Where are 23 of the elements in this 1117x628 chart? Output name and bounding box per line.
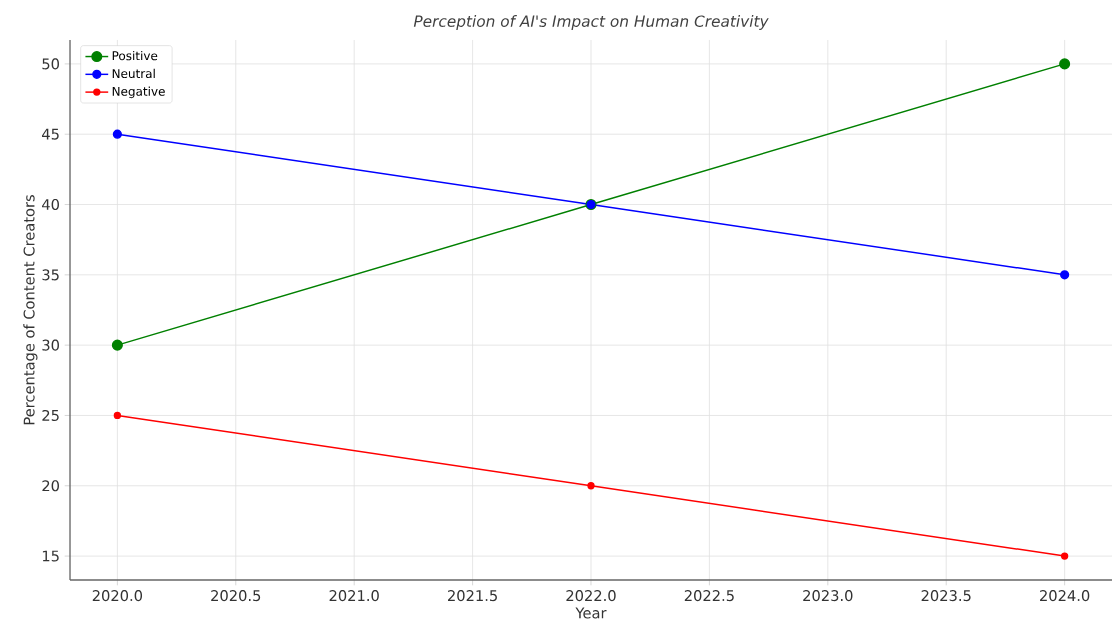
y-tick-label: 50	[42, 58, 59, 70]
y-tick-label: 35	[42, 269, 59, 281]
y-tick-label: 45	[42, 128, 59, 140]
x-tick-label: 2021.0	[329, 590, 379, 602]
legend-label: Neutral	[112, 68, 155, 79]
x-tick-label: 2024.0	[1040, 590, 1090, 602]
x-tick-label: 2022.5	[684, 590, 734, 602]
y-tick-label: 40	[42, 198, 59, 211]
x-axis-title: Year	[575, 607, 607, 619]
y-tick-label: 25	[42, 409, 59, 421]
x-tick-label: 2021.5	[448, 590, 497, 602]
x-tick-label: 2022.0	[566, 590, 616, 602]
y-axis-title: Percentage of Content Creators	[23, 195, 38, 425]
y-tick-label: 20	[42, 480, 59, 492]
y-tick-label: 15	[42, 550, 59, 562]
x-tick-label: 2020.5	[211, 590, 261, 602]
chart-title: Perception of AI's Impact on Human Creativity	[413, 15, 769, 30]
x-tick-label: 2023.5	[921, 590, 971, 602]
legend-label: Positive	[112, 50, 158, 61]
y-tick-label: 30	[42, 339, 59, 351]
x-tick-label: 2023.0	[803, 590, 853, 602]
legend-label: Negative	[112, 86, 165, 99]
x-tick-label: 2020.0	[92, 590, 143, 602]
